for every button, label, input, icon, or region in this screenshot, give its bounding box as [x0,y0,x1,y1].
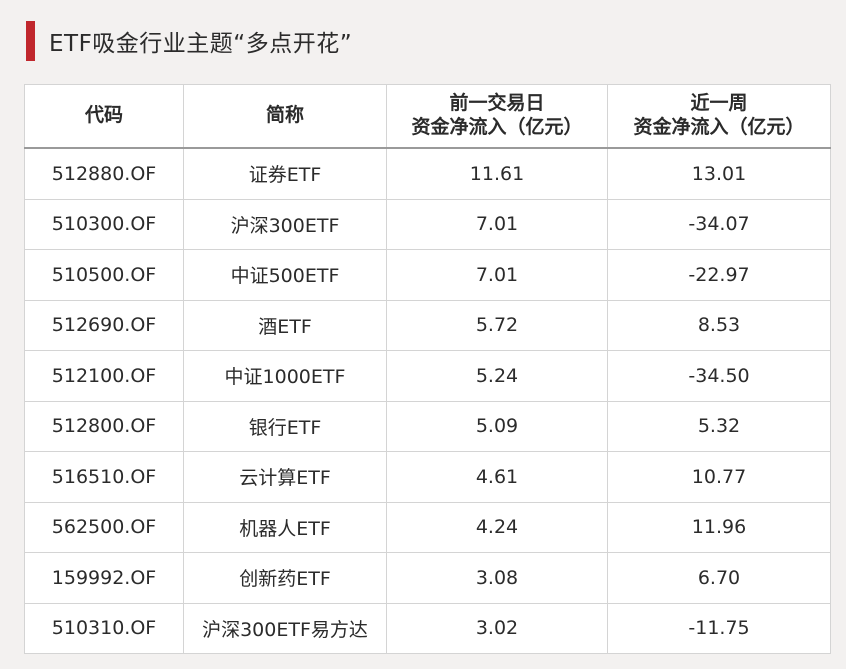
cell-name: 证券ETF [183,147,387,200]
cell-week-inflow: -34.07 [607,198,831,250]
table-row: 159992.OF 创新药ETF 3.08 6.70 [24,552,831,604]
cell-week-inflow: 8.53 [607,299,831,351]
cell-name: 沪深300ETF易方达 [183,602,387,654]
cell-name: 机器人ETF [183,501,387,553]
cell-week-inflow: -11.75 [607,602,831,654]
cell-code: 512100.OF [24,350,184,402]
table-row: 510300.OF 沪深300ETF 7.01 -34.07 [24,198,831,250]
cell-prev-day-inflow: 7.01 [386,198,608,250]
cell-code: 159992.OF [24,552,184,604]
header-name: 简称 [183,84,387,149]
table-row: 512800.OF 银行ETF 5.09 5.32 [24,400,831,452]
table-row: 516510.OF 云计算ETF 4.61 10.77 [24,451,831,503]
title-bar: ETF吸金行业主题“多点开花” [26,20,352,62]
title-accent-bar [26,21,35,61]
cell-name: 云计算ETF [183,451,387,503]
etf-inflow-table: 代码 简称 前一交易日 资金净流入（亿元） 近一周 资金净流入（亿元） 5128… [24,84,831,654]
cell-code: 512690.OF [24,299,184,351]
cell-prev-day-inflow: 4.61 [386,451,608,503]
table-row: 510500.OF 中证500ETF 7.01 -22.97 [24,249,831,301]
cell-name: 创新药ETF [183,552,387,604]
cell-code: 510500.OF [24,249,184,301]
header-week-line2: 资金净流入（亿元） [633,116,805,138]
cell-name: 中证1000ETF [183,350,387,402]
cell-prev-day-inflow: 4.24 [386,501,608,553]
cell-week-inflow: 11.96 [607,501,831,553]
header-code-label: 代码 [84,104,123,127]
header-prev-day-line2: 资金净流入（亿元） [411,116,583,138]
header-prev-day-line1: 前一交易日 [449,92,545,115]
header-week-line1: 近一周 [690,92,748,115]
table-row: 512880.OF 证券ETF 11.61 13.01 [24,147,831,200]
cell-name: 银行ETF [183,400,387,452]
header-code: 代码 [24,84,184,149]
cell-week-inflow: 10.77 [607,451,831,503]
table-row: 512690.OF 酒ETF 5.72 8.53 [24,299,831,351]
cell-prev-day-inflow: 5.09 [386,400,608,452]
cell-week-inflow: 5.32 [607,400,831,452]
cell-code: 512800.OF [24,400,184,452]
cell-prev-day-inflow: 5.72 [386,299,608,351]
cell-week-inflow: -22.97 [607,249,831,301]
cell-prev-day-inflow: 7.01 [386,249,608,301]
table-header-row: 代码 简称 前一交易日 资金净流入（亿元） 近一周 资金净流入（亿元） [24,84,831,149]
cell-prev-day-inflow: 3.08 [386,552,608,604]
cell-name: 酒ETF [183,299,387,351]
cell-name: 沪深300ETF [183,198,387,250]
cell-code: 510310.OF [24,602,184,654]
cell-name: 中证500ETF [183,249,387,301]
page-title: ETF吸金行业主题“多点开花” [49,31,353,57]
cell-week-inflow: 6.70 [607,552,831,604]
cell-week-inflow: 13.01 [607,147,831,200]
table-row: 512100.OF 中证1000ETF 5.24 -34.50 [24,350,831,402]
cell-code: 516510.OF [24,451,184,503]
table-row: 562500.OF 机器人ETF 4.24 11.96 [24,501,831,553]
table-row: 510310.OF 沪深300ETF易方达 3.02 -11.75 [24,602,831,654]
cell-code: 512880.OF [24,147,184,200]
table-body: 512880.OF 证券ETF 11.61 13.01 510300.OF 沪深300ET… [24,147,831,654]
header-prev-day-inflow: 前一交易日 资金净流入（亿元） [386,84,608,149]
cell-code: 510300.OF [24,198,184,250]
cell-prev-day-inflow: 5.24 [386,350,608,402]
cell-code: 562500.OF [24,501,184,553]
header-name-label: 简称 [265,104,304,127]
cell-prev-day-inflow: 3.02 [386,602,608,654]
cell-prev-day-inflow: 11.61 [386,147,608,200]
header-week-inflow: 近一周 资金净流入（亿元） [607,84,831,149]
cell-week-inflow: -34.50 [607,350,831,402]
